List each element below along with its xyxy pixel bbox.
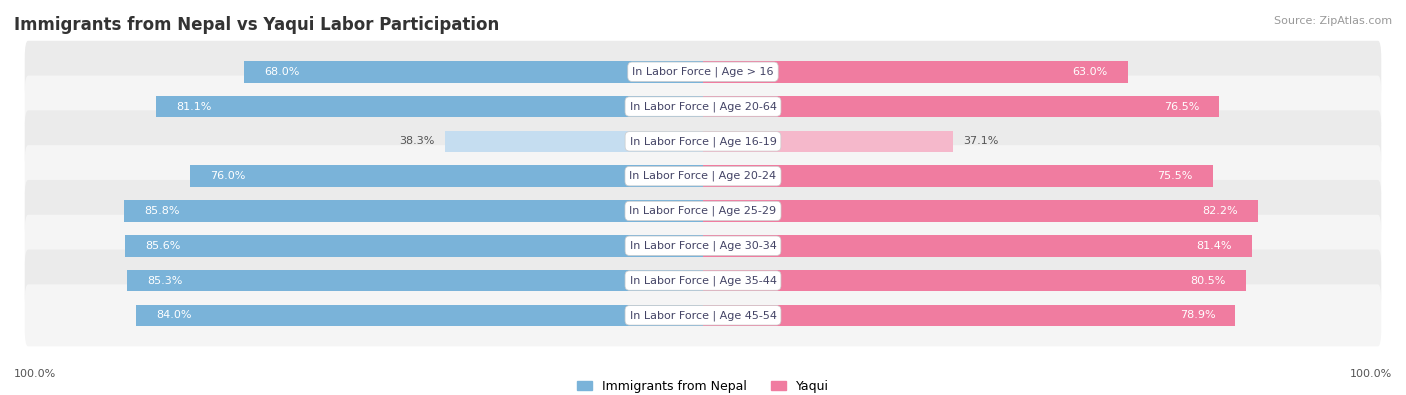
Bar (128, 270, 703, 292)
FancyBboxPatch shape (25, 41, 1381, 103)
Text: In Labor Force | Age 20-24: In Labor Force | Age 20-24 (630, 171, 776, 181)
Text: 85.3%: 85.3% (148, 276, 183, 286)
Bar (156, 96, 703, 117)
Text: 100.0%: 100.0% (14, 369, 56, 379)
Text: 81.1%: 81.1% (176, 102, 211, 111)
FancyBboxPatch shape (25, 145, 1381, 207)
Text: Immigrants from Nepal vs Yaqui Labor Participation: Immigrants from Nepal vs Yaqui Labor Par… (14, 16, 499, 34)
Text: In Labor Force | Age 30-34: In Labor Force | Age 30-34 (630, 241, 776, 251)
Text: 63.0%: 63.0% (1073, 67, 1108, 77)
Text: 81.4%: 81.4% (1197, 241, 1232, 251)
FancyBboxPatch shape (25, 180, 1381, 242)
Text: In Labor Force | Age 20-64: In Labor Force | Age 20-64 (630, 101, 776, 112)
Text: In Labor Force | Age 25-29: In Labor Force | Age 25-29 (630, 206, 776, 216)
Bar (703, 166, 1212, 187)
Text: In Labor Force | Age 45-54: In Labor Force | Age 45-54 (630, 310, 776, 321)
Text: 75.5%: 75.5% (1157, 171, 1192, 181)
Text: In Labor Force | Age 35-44: In Labor Force | Age 35-44 (630, 275, 776, 286)
Bar (124, 200, 703, 222)
Bar (703, 61, 1128, 83)
Bar (125, 235, 703, 256)
Bar (245, 61, 703, 83)
FancyBboxPatch shape (25, 110, 1381, 172)
Text: In Labor Force | Age > 16: In Labor Force | Age > 16 (633, 66, 773, 77)
Text: 68.0%: 68.0% (264, 67, 299, 77)
Text: 38.3%: 38.3% (399, 136, 434, 147)
Bar (703, 235, 1253, 256)
Text: 76.5%: 76.5% (1164, 102, 1199, 111)
Legend: Immigrants from Nepal, Yaqui: Immigrants from Nepal, Yaqui (572, 375, 834, 395)
FancyBboxPatch shape (25, 215, 1381, 277)
Text: 37.1%: 37.1% (963, 136, 998, 147)
Text: 85.6%: 85.6% (146, 241, 181, 251)
Text: 84.0%: 84.0% (156, 310, 191, 320)
Text: 80.5%: 80.5% (1191, 276, 1226, 286)
Text: In Labor Force | Age 16-19: In Labor Force | Age 16-19 (630, 136, 776, 147)
Bar (703, 96, 1219, 117)
Bar (444, 131, 703, 152)
Text: 76.0%: 76.0% (211, 171, 246, 181)
FancyBboxPatch shape (25, 284, 1381, 346)
Bar (703, 270, 1246, 292)
Text: 100.0%: 100.0% (1350, 369, 1392, 379)
Bar (190, 166, 703, 187)
FancyBboxPatch shape (25, 75, 1381, 137)
Text: Source: ZipAtlas.com: Source: ZipAtlas.com (1274, 16, 1392, 26)
Text: 85.8%: 85.8% (145, 206, 180, 216)
Bar (703, 305, 1236, 326)
Text: 82.2%: 82.2% (1202, 206, 1237, 216)
Bar (703, 200, 1258, 222)
FancyBboxPatch shape (25, 250, 1381, 312)
Bar (136, 305, 703, 326)
Bar (703, 131, 953, 152)
Text: 78.9%: 78.9% (1180, 310, 1215, 320)
